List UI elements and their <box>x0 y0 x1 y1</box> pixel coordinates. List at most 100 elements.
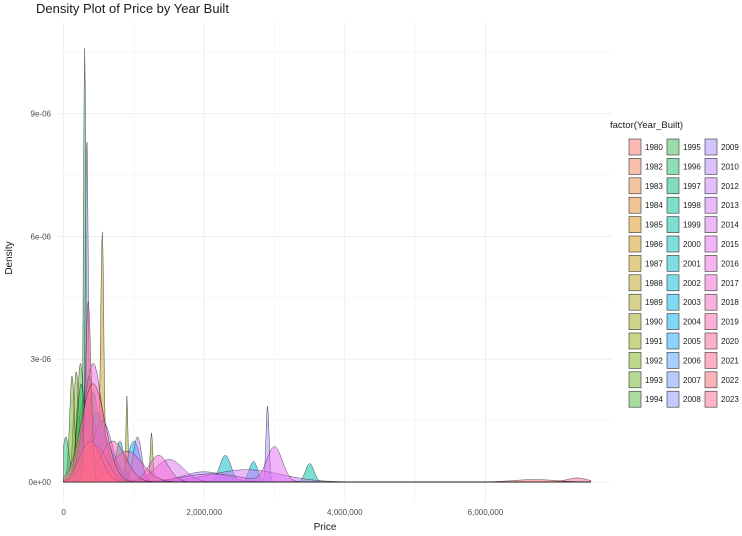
legend-label-2022: 2022 <box>721 376 739 385</box>
legend-label-2023: 2023 <box>721 395 739 404</box>
y-tick-label: 9e-06 <box>31 110 52 119</box>
legend: factor(Year_Built) 198019821983198419851… <box>610 120 739 408</box>
x-axis-ticks: 0 2,000,000 4,000,000 6,000,000 <box>61 508 503 517</box>
legend-label-2007: 2007 <box>683 376 701 385</box>
chart-title: Density Plot of Price by Year Built <box>36 1 229 16</box>
legend-key-1996 <box>666 158 680 175</box>
density-area-2018 <box>63 451 591 483</box>
legend-key-2004 <box>666 313 680 330</box>
legend-key-2001 <box>666 255 680 272</box>
legend-key-2022 <box>704 371 718 389</box>
legend-key-1980 <box>628 138 642 156</box>
legend-label-1997: 1997 <box>683 182 701 191</box>
legend-key-2017 <box>704 274 718 292</box>
legend-key-1986 <box>628 235 642 253</box>
legend-label-2010: 2010 <box>721 162 739 171</box>
legend-key-1994 <box>628 390 642 408</box>
legend-label-2013: 2013 <box>721 201 739 210</box>
legend-label-1980: 1980 <box>645 143 663 152</box>
legend-label-1985: 1985 <box>645 221 663 230</box>
legend-items: 1980 1982 1983 1984 1985 1986 1987 1988 1989 1990… <box>628 138 739 408</box>
legend-key-1997 <box>666 177 680 195</box>
legend-label-1992: 1992 <box>645 356 663 365</box>
legend-label-2018: 2018 <box>721 298 739 307</box>
legend-label-1989: 1989 <box>645 298 663 307</box>
legend-label-1998: 1998 <box>683 201 701 210</box>
legend-key-1990 <box>628 313 642 330</box>
legend-key-2018 <box>704 293 718 311</box>
legend-label-2017: 2017 <box>721 279 739 288</box>
legend-label-1983: 1983 <box>645 182 663 191</box>
legend-label-2015: 2015 <box>721 240 739 249</box>
legend-label-2012: 2012 <box>721 182 739 191</box>
x-tick-label: 2,000,000 <box>186 508 222 517</box>
x-tick-label: 4,000,000 <box>327 508 363 517</box>
legend-label-2009: 2009 <box>721 143 739 152</box>
legend-key-2016 <box>704 255 718 272</box>
legend-label-1994: 1994 <box>645 395 663 404</box>
legend-label-1984: 1984 <box>645 201 663 210</box>
legend-key-1991 <box>628 332 642 350</box>
y-tick-label: 6e-06 <box>31 232 52 241</box>
legend-label-1987: 1987 <box>645 259 663 268</box>
legend-label-2020: 2020 <box>721 337 739 346</box>
legend-key-1988 <box>628 274 642 292</box>
legend-label-2014: 2014 <box>721 221 739 230</box>
y-tick-label: 3e-06 <box>31 355 52 364</box>
legend-key-1998 <box>666 196 680 214</box>
legend-label-1986: 1986 <box>645 240 663 249</box>
legend-key-2019 <box>704 313 718 330</box>
legend-label-2003: 2003 <box>683 298 701 307</box>
legend-label-1999: 1999 <box>683 221 701 230</box>
legend-key-2006 <box>666 352 680 369</box>
legend-label-2005: 2005 <box>683 337 701 346</box>
legend-label-2019: 2019 <box>721 318 739 327</box>
legend-label-1993: 1993 <box>645 376 663 385</box>
y-axis-title: Density <box>4 241 15 274</box>
legend-key-2009 <box>704 138 718 156</box>
x-axis-title: Price <box>314 522 337 533</box>
x-tick-label: 6,000,000 <box>468 508 504 517</box>
legend-label-2000: 2000 <box>683 240 701 249</box>
legend-key-2005 <box>666 332 680 350</box>
legend-key-2003 <box>666 293 680 311</box>
density-area-2008 <box>63 142 591 483</box>
legend-key-2021 <box>704 352 718 369</box>
legend-label-2001: 2001 <box>683 259 701 268</box>
legend-key-1983 <box>628 177 642 195</box>
legend-key-2020 <box>704 332 718 350</box>
legend-label-2021: 2021 <box>721 356 739 365</box>
legend-label-2004: 2004 <box>683 318 701 327</box>
density-area-2023 <box>63 383 591 483</box>
legend-label-2002: 2002 <box>683 279 701 288</box>
legend-key-1982 <box>628 158 642 175</box>
legend-label-2008: 2008 <box>683 395 701 404</box>
legend-key-2010 <box>704 158 718 175</box>
legend-key-1987 <box>628 255 642 272</box>
x-tick-label: 0 <box>61 508 66 517</box>
legend-key-1999 <box>666 216 680 233</box>
legend-key-2000 <box>666 235 680 253</box>
y-axis-ticks: 0e+00 3e-06 6e-06 9e-06 <box>29 110 52 487</box>
legend-key-1992 <box>628 352 642 369</box>
legend-key-2015 <box>704 235 718 253</box>
legend-label-1996: 1996 <box>683 162 701 171</box>
density-area-1987 <box>63 231 591 483</box>
density-area-2021 <box>63 301 591 483</box>
legend-label-1991: 1991 <box>645 337 663 346</box>
legend-key-1989 <box>628 293 642 311</box>
legend-label-2006: 2006 <box>683 356 701 365</box>
grid-lines <box>58 22 612 502</box>
legend-key-1993 <box>628 371 642 389</box>
legend-key-1995 <box>666 138 680 156</box>
legend-key-2012 <box>704 177 718 195</box>
legend-label-2016: 2016 <box>721 259 739 268</box>
legend-label-1990: 1990 <box>645 318 663 327</box>
legend-label-1988: 1988 <box>645 279 663 288</box>
y-tick-label: 0e+00 <box>29 478 52 487</box>
legend-key-2013 <box>704 196 718 214</box>
legend-key-1985 <box>628 216 642 233</box>
legend-key-2007 <box>666 371 680 389</box>
legend-key-2002 <box>666 274 680 292</box>
